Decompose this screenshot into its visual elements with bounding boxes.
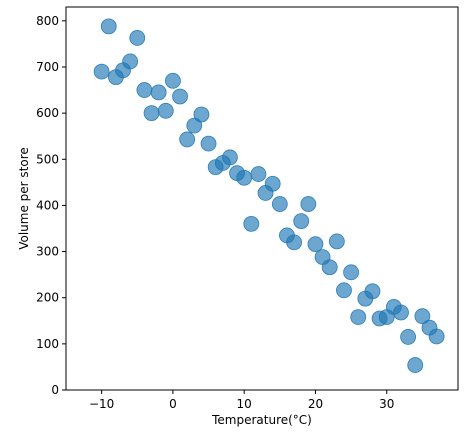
data-point — [172, 88, 188, 105]
plot-frame — [65, 6, 459, 391]
data-point — [393, 304, 409, 321]
data-point — [222, 149, 238, 166]
y-tick-label: 800 — [36, 14, 59, 28]
data-point — [243, 215, 260, 232]
y-tick-label: 200 — [36, 291, 59, 305]
data-point — [414, 308, 431, 325]
data-point — [328, 233, 345, 250]
data-point — [179, 131, 196, 148]
y-tick-label: 300 — [36, 245, 59, 259]
data-point — [293, 213, 310, 230]
data-point — [200, 135, 217, 152]
data-point — [400, 329, 417, 345]
data-point — [143, 105, 160, 122]
y-tick-label: 0 — [51, 383, 59, 397]
data-point — [93, 63, 110, 80]
data-point — [350, 309, 367, 325]
data-point — [364, 283, 381, 300]
y-tick-label: 600 — [36, 106, 59, 120]
data-point — [300, 196, 317, 212]
x-tick-label: −10 — [89, 397, 114, 411]
data-point — [307, 236, 324, 253]
data-point — [186, 117, 203, 134]
data-point — [165, 72, 181, 89]
data-point — [250, 166, 267, 182]
x-tick-label: 10 — [237, 397, 252, 411]
data-point — [264, 175, 281, 192]
data-point — [236, 169, 253, 186]
x-axis-title: Temperature(°C) — [211, 413, 312, 427]
data-point — [100, 18, 117, 35]
y-tick-label: 400 — [36, 198, 59, 212]
data-point — [157, 102, 174, 119]
y-tick-label: 100 — [36, 337, 59, 351]
data-point — [193, 106, 210, 123]
x-tick-label: 20 — [308, 397, 323, 411]
y-tick-label: 500 — [36, 152, 59, 166]
x-tick-label: 30 — [379, 397, 394, 411]
points-layer — [93, 18, 445, 373]
data-point — [321, 259, 338, 276]
data-point — [122, 53, 139, 70]
data-point — [286, 234, 302, 251]
data-point — [407, 357, 424, 373]
data-point — [150, 84, 167, 101]
data-point — [136, 82, 153, 98]
data-point — [129, 30, 146, 46]
data-point — [271, 196, 288, 212]
x-tick-label: 0 — [169, 397, 177, 411]
data-point — [343, 264, 359, 281]
y-axis-title: Volume per store — [17, 147, 31, 250]
data-point — [336, 282, 352, 299]
data-point — [428, 328, 445, 345]
y-tick-label: 700 — [36, 60, 59, 74]
